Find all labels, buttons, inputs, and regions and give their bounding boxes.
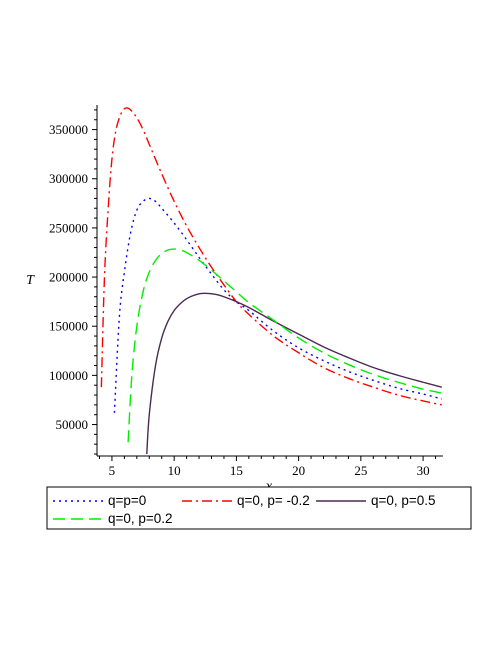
y-tick-label: 300000	[49, 171, 88, 186]
x-tick-label: 25	[354, 463, 367, 478]
y-tick-label: 150000	[49, 319, 88, 334]
y-tick-label: 50000	[56, 417, 89, 432]
tick-labels: 5 10 15 20 25 30 50000 100000 150000 200000 250000…	[49, 122, 430, 478]
legend-label: q=0, p= -0.2	[237, 493, 310, 508]
x-tick-label: 20	[292, 463, 305, 478]
series-line-4	[127, 248, 442, 443]
axes	[96, 105, 443, 457]
ticks	[92, 109, 437, 461]
legend-label: q=0, p=0.2	[108, 511, 173, 526]
x-tick-label: 15	[230, 463, 243, 478]
legend-label: q=0, p=0.5	[371, 493, 436, 508]
y-axis-label: T	[26, 273, 35, 288]
series-line-2	[100, 107, 442, 406]
y-tick-label: 350000	[49, 122, 88, 137]
x-tick-label: 30	[417, 463, 430, 478]
legend-box	[46, 486, 472, 530]
x-tick-label: 10	[168, 463, 181, 478]
legend-label: q=p=0	[108, 493, 146, 508]
x-tick-label: 5	[109, 463, 116, 478]
y-tick-label: 200000	[49, 270, 88, 285]
legend: q=p=0 q=0, p= -0.2 q=0, p=0.5 q=0, p=0.2	[46, 486, 472, 530]
y-tick-label: 250000	[49, 220, 88, 235]
y-tick-label: 100000	[49, 368, 88, 383]
series-line-3	[146, 292, 442, 455]
series-line-1	[113, 197, 442, 413]
series	[100, 107, 442, 455]
